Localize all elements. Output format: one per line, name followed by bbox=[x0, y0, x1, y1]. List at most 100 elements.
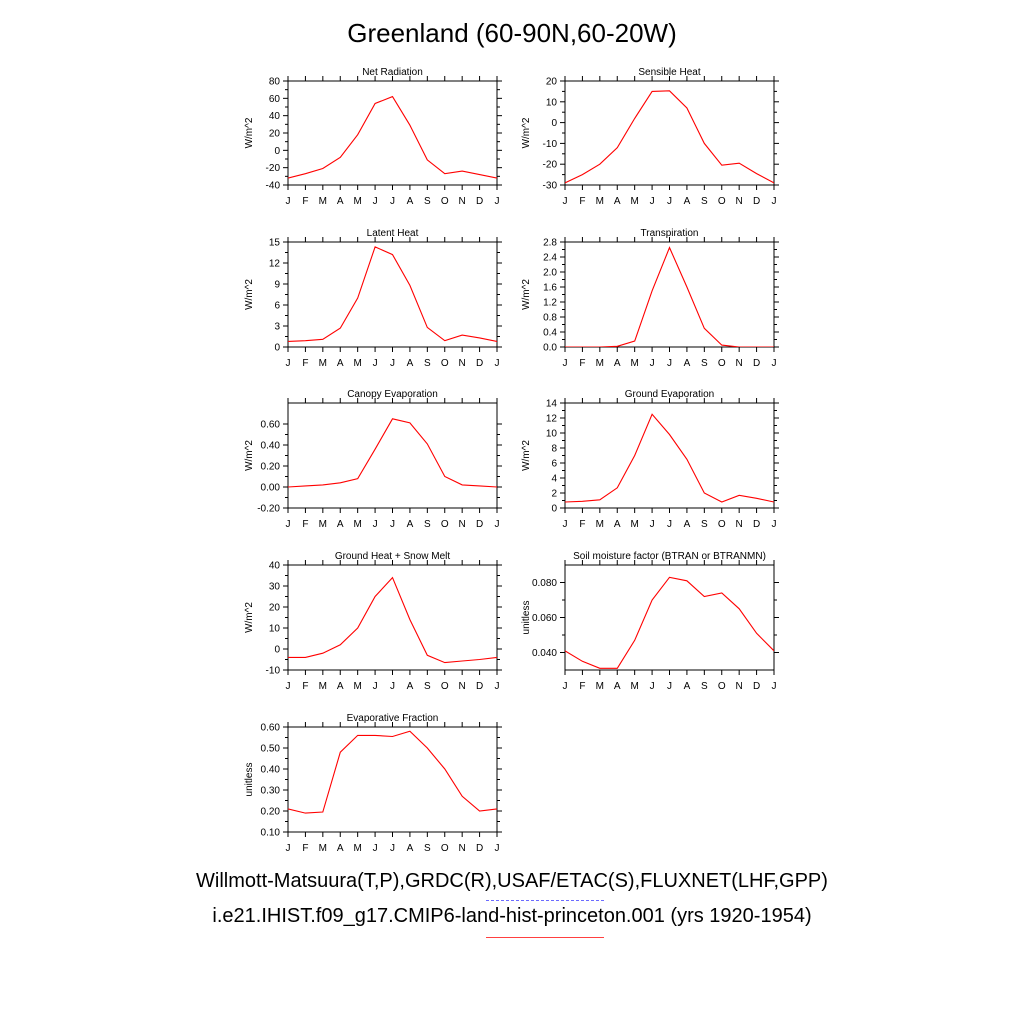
x-tick-label: J bbox=[667, 358, 672, 369]
y-tick-label: 60 bbox=[269, 94, 281, 105]
figure-title: Greenland (60-90N,60-20W) bbox=[347, 18, 677, 48]
plot-frame bbox=[564, 564, 775, 671]
panel-title: Net Radiation bbox=[362, 67, 423, 78]
x-tick-label: A bbox=[614, 519, 621, 530]
x-tick-label: J bbox=[563, 519, 568, 530]
y-tick-label: 0.060 bbox=[532, 613, 557, 624]
x-tick-label: A bbox=[684, 196, 691, 207]
x-tick-label: N bbox=[736, 196, 743, 207]
x-tick-label: S bbox=[424, 843, 431, 854]
y-axis-label: unitless bbox=[521, 601, 532, 635]
x-tick-label: D bbox=[753, 196, 760, 207]
x-tick-label: J bbox=[373, 843, 378, 854]
x-tick-label: J bbox=[390, 358, 395, 369]
x-tick-label: J bbox=[650, 196, 655, 207]
x-tick-label: N bbox=[459, 519, 466, 530]
x-tick-label: O bbox=[718, 681, 726, 692]
x-tick-label: J bbox=[495, 519, 500, 530]
x-tick-label: A bbox=[337, 681, 344, 692]
y-tick-label: -30 bbox=[543, 181, 558, 192]
x-tick-label: M bbox=[596, 681, 604, 692]
y-tick-label: 1.6 bbox=[543, 283, 557, 294]
x-tick-label: J bbox=[286, 519, 291, 530]
x-tick-label: J bbox=[373, 358, 378, 369]
y-tick-label: 2 bbox=[551, 489, 557, 500]
y-tick-label: 0.50 bbox=[261, 744, 281, 755]
y-tick-label: 12 bbox=[269, 259, 281, 270]
chart-panel: Transpiration W/m^2 0.0 0.4 0.8 1.2 1.6 2.0 2.4 2… bbox=[521, 228, 779, 369]
x-tick-label: M bbox=[319, 519, 327, 530]
y-tick-label: 2.8 bbox=[543, 238, 557, 249]
panel-title: Ground Evaporation bbox=[625, 389, 715, 400]
series-line-model bbox=[565, 413, 774, 503]
y-tick-label: 10 bbox=[269, 624, 281, 635]
y-tick-label: 6 bbox=[274, 301, 280, 312]
plot-frame bbox=[287, 241, 498, 348]
x-tick-label: J bbox=[772, 196, 777, 207]
x-tick-label: D bbox=[753, 519, 760, 530]
x-tick-label: N bbox=[736, 358, 743, 369]
y-tick-label: 14 bbox=[546, 399, 558, 410]
legend-observed-swatch bbox=[486, 900, 604, 901]
x-tick-label: M bbox=[319, 358, 327, 369]
y-tick-label: 0.10 bbox=[261, 828, 281, 839]
chart-panel: Evaporative Fraction unitless 0.10 0.20 0.30… bbox=[244, 713, 502, 854]
series-line-model bbox=[288, 95, 497, 179]
x-tick-label: J bbox=[667, 519, 672, 530]
y-tick-label: 0.8 bbox=[543, 313, 557, 324]
x-tick-label: A bbox=[337, 843, 344, 854]
y-tick-label: 0.4 bbox=[543, 328, 557, 339]
x-tick-label: F bbox=[579, 681, 585, 692]
x-tick-label: J bbox=[495, 358, 500, 369]
x-tick-label: J bbox=[373, 681, 378, 692]
x-tick-label: S bbox=[701, 196, 708, 207]
x-tick-label: A bbox=[614, 681, 621, 692]
y-tick-label: 0 bbox=[551, 118, 557, 129]
y-tick-label: 0.20 bbox=[261, 807, 281, 818]
y-tick-label: 20 bbox=[269, 603, 281, 614]
panel-title: Soil moisture factor (BTRAN or BTRANMN) bbox=[573, 551, 766, 562]
x-tick-label: M bbox=[630, 358, 638, 369]
legend-model-label: i.e21.IHIST.f09_g17.CMIP6-land-hist-prin… bbox=[212, 905, 812, 927]
x-tick-label: M bbox=[353, 358, 361, 369]
x-tick-label: S bbox=[701, 681, 708, 692]
x-tick-label: J bbox=[286, 843, 291, 854]
x-tick-label: M bbox=[353, 196, 361, 207]
x-tick-label: J bbox=[390, 196, 395, 207]
x-tick-label: J bbox=[286, 358, 291, 369]
x-tick-label: M bbox=[630, 681, 638, 692]
x-tick-label: M bbox=[596, 519, 604, 530]
x-tick-label: M bbox=[319, 681, 327, 692]
x-tick-label: F bbox=[302, 196, 308, 207]
x-tick-label: J bbox=[563, 196, 568, 207]
y-tick-label: 4 bbox=[551, 474, 557, 485]
y-tick-label: 2.0 bbox=[543, 268, 557, 279]
x-tick-label: M bbox=[353, 843, 361, 854]
panel-title: Latent Heat bbox=[367, 228, 419, 239]
panel-title: Evaporative Fraction bbox=[347, 713, 439, 724]
x-tick-label: J bbox=[772, 681, 777, 692]
y-tick-label: 0.0 bbox=[543, 343, 557, 354]
x-tick-label: F bbox=[579, 196, 585, 207]
x-tick-label: F bbox=[302, 519, 308, 530]
y-tick-label: 1.2 bbox=[543, 298, 557, 309]
series-line-model bbox=[288, 576, 497, 664]
x-tick-label: O bbox=[718, 519, 726, 530]
x-tick-label: J bbox=[563, 358, 568, 369]
y-tick-label: -10 bbox=[543, 139, 558, 150]
x-tick-label: F bbox=[579, 519, 585, 530]
legend-model-swatch bbox=[486, 937, 604, 938]
x-tick-label: J bbox=[373, 196, 378, 207]
x-tick-label: O bbox=[441, 196, 449, 207]
x-tick-label: M bbox=[630, 196, 638, 207]
x-tick-label: A bbox=[684, 358, 691, 369]
x-tick-label: O bbox=[441, 681, 449, 692]
y-tick-label: 80 bbox=[269, 77, 281, 88]
x-tick-label: J bbox=[772, 358, 777, 369]
y-tick-label: 0 bbox=[274, 146, 280, 157]
x-tick-label: J bbox=[373, 519, 378, 530]
y-axis-label: W/m^2 bbox=[521, 279, 532, 310]
x-tick-label: A bbox=[684, 681, 691, 692]
